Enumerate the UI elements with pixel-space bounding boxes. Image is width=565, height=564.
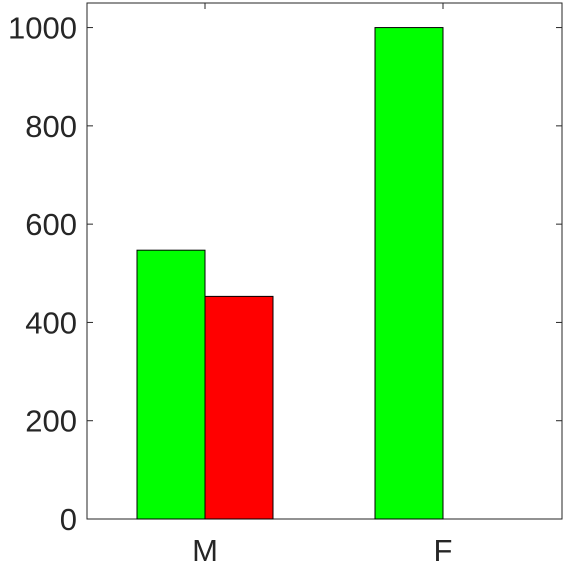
- bar-m-series-2: [204, 295, 274, 520]
- y-axis-ticks: 0 200 400 600 800 1000: [8, 11, 562, 537]
- bars: [136, 27, 444, 520]
- bar-f-series-1: [374, 27, 444, 520]
- y-tick-label: 800: [25, 109, 77, 144]
- y-tick-label: 1000: [8, 11, 77, 46]
- y-tick-label: 400: [25, 305, 77, 340]
- y-tick-label: 600: [25, 207, 77, 242]
- x-tick-label-f: F: [434, 533, 453, 564]
- y-tick-label: 0: [60, 502, 77, 537]
- bar-m-series-1: [136, 249, 206, 520]
- x-tick-label-m: M: [192, 533, 218, 564]
- y-tick-label: 200: [25, 404, 77, 439]
